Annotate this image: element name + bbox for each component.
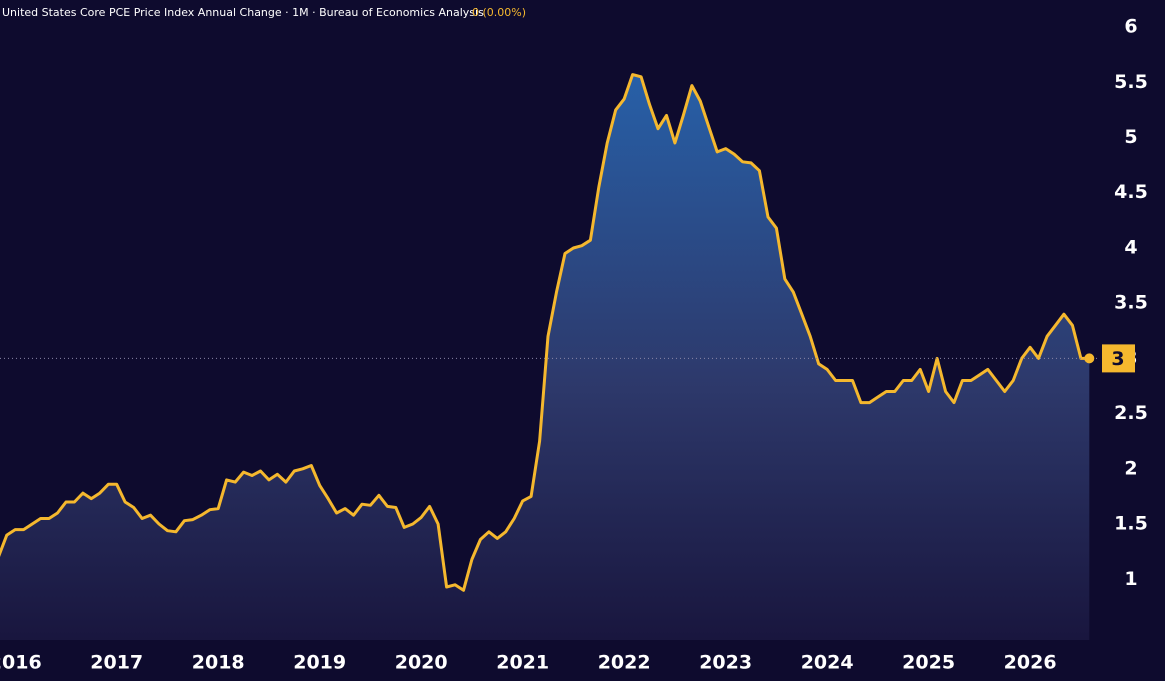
y-tick-label: 5.5 <box>1114 71 1148 93</box>
x-tick-label: 2020 <box>395 652 448 674</box>
y-tick-label: 3.5 <box>1114 292 1148 314</box>
y-tick-label: 2.5 <box>1114 402 1148 424</box>
plot-area <box>0 73 1090 640</box>
x-tick-label: 2026 <box>1004 652 1057 674</box>
last-value-label: 3 <box>1111 348 1124 370</box>
series-line <box>0 73 1090 592</box>
last-value-badge <box>1102 344 1135 373</box>
chart-title: United States Core PCE Price Index Annua… <box>2 6 484 19</box>
y-tick-label: 2 <box>1124 457 1137 479</box>
last-point <box>1084 353 1095 364</box>
y-tick-label: 4.5 <box>1114 181 1148 203</box>
x-tick-label: 2018 <box>192 652 245 674</box>
x-tick-label: 2016 <box>0 652 42 674</box>
x-tick-label: 2023 <box>699 652 752 674</box>
x-tick-label: 2022 <box>598 652 651 674</box>
y-tick-label: 6 <box>1124 16 1137 38</box>
y-tick-label: 1.5 <box>1114 513 1148 535</box>
y-tick-label: 4 <box>1124 236 1137 258</box>
change-label: 0 (0.00%) <box>472 6 526 19</box>
x-tick-label: 2024 <box>801 652 854 674</box>
x-tick-label: 2025 <box>902 652 955 674</box>
x-tick-label: 2019 <box>293 652 346 674</box>
x-tick-label: 2021 <box>496 652 549 674</box>
y-tick-label: 1 <box>1124 568 1137 590</box>
area-fill <box>0 74 1090 640</box>
x-tick-label: 2017 <box>90 652 143 674</box>
y-tick-label: 5 <box>1124 126 1137 148</box>
